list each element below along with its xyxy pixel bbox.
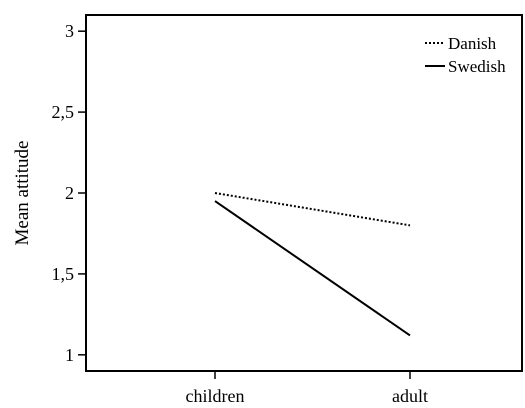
series-line-danish [214, 192, 411, 227]
y-tick-label: 1,5 [52, 264, 75, 284]
legend: Danish Swedish [425, 34, 506, 76]
y-axis-title: Mean attitude [12, 141, 33, 246]
legend-label-swedish: Swedish [448, 57, 506, 76]
legend-label-danish: Danish [448, 34, 497, 53]
x-tick-label: adult [392, 386, 428, 406]
y-axis-ticks: 1 1,5 2 2,5 3 [52, 21, 86, 365]
x-axis-ticks: children adult [186, 371, 428, 406]
series-lines [214, 192, 411, 337]
series-line-swedish [214, 200, 411, 337]
y-tick-label: 2,5 [52, 102, 75, 122]
y-tick-label: 1 [65, 345, 74, 365]
x-tick-label: children [186, 386, 245, 406]
y-tick-label: 2 [65, 183, 74, 203]
y-tick-label: 3 [65, 21, 74, 41]
